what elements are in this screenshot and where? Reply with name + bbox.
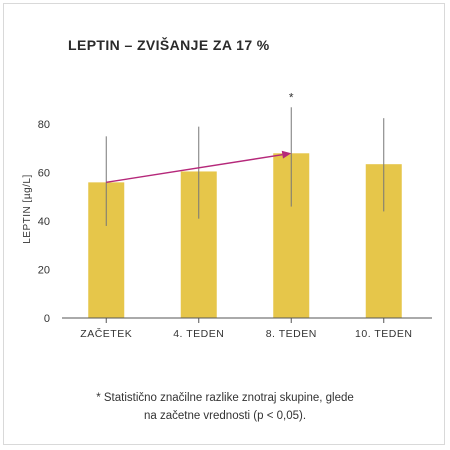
y-tick-label: 60 (38, 168, 50, 180)
x-tick-label: 8. TEDEN (266, 328, 317, 340)
footnote-line-2: na začetne vrednosti (p < 0,05). (143, 410, 307, 422)
footnote-line-1: * Statistično značilne razlike znotraj s… (96, 392, 354, 404)
chart-title: LEPTIN – ZVIŠANJE ZA 17 % (68, 37, 270, 53)
y-tick-label: 40 (38, 216, 50, 228)
y-axis-label: LEPTIN [µg/L] (22, 174, 33, 244)
x-tick-label: 4. TEDEN (173, 328, 224, 340)
footnote: * Statistično značilne razlike znotraj s… (40, 389, 410, 425)
y-tick-label: 0 (44, 313, 50, 325)
trend-arrow-line (106, 153, 283, 184)
y-tick-label: 20 (38, 265, 50, 277)
x-tick-label: 10. TEDEN (355, 328, 412, 340)
y-tick-label: 80 (38, 119, 50, 131)
x-tick-label: ZAČETEK (80, 327, 132, 340)
trend-arrow-head (281, 150, 292, 159)
significance-marker: * (289, 90, 294, 104)
